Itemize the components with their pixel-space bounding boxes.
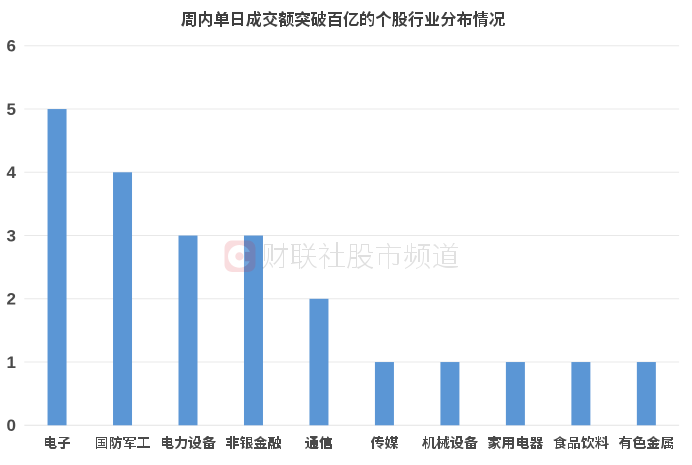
svg-text:0: 0 bbox=[7, 416, 16, 435]
svg-text:4: 4 bbox=[7, 163, 17, 182]
svg-text:6: 6 bbox=[7, 37, 16, 56]
svg-text:5: 5 bbox=[7, 100, 16, 119]
svg-text:1: 1 bbox=[7, 353, 16, 372]
svg-text:3: 3 bbox=[7, 226, 16, 245]
svg-text:2: 2 bbox=[7, 290, 16, 309]
